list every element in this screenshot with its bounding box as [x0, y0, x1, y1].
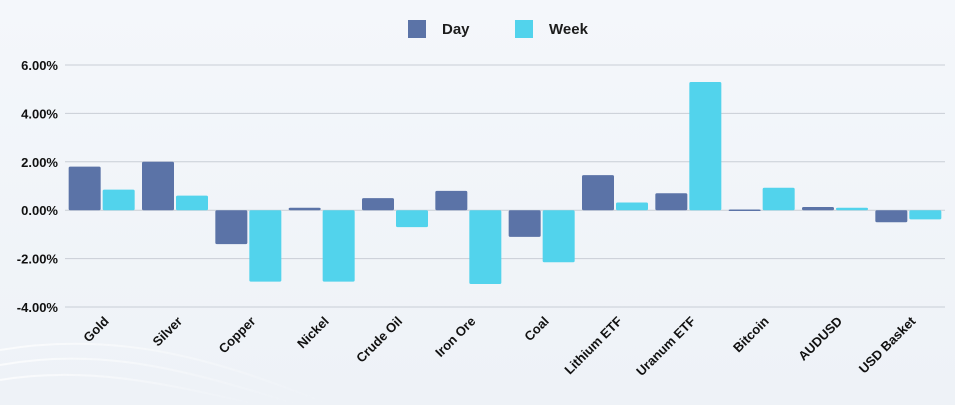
- bar-day: [655, 193, 688, 211]
- bar-week: [542, 210, 575, 263]
- legend-label-week: Week: [549, 21, 589, 38]
- y-tick-label: 6.00%: [21, 58, 58, 73]
- bar-day: [288, 207, 321, 211]
- legend-swatch-day: [408, 20, 426, 38]
- x-tick-label: AUDUSD: [795, 314, 845, 364]
- bar-day: [435, 190, 468, 211]
- bar-week: [176, 195, 208, 211]
- chart-legend: Day Week: [408, 20, 589, 38]
- bar-day: [215, 210, 248, 245]
- bar-day: [142, 161, 174, 211]
- x-tick-label: Silver: [149, 314, 185, 350]
- bar-week: [249, 210, 282, 282]
- legend-swatch-week: [515, 20, 533, 38]
- bar-week: [762, 187, 795, 211]
- x-tick-label: Copper: [216, 314, 259, 357]
- x-tick-label: USD Basket: [856, 313, 919, 376]
- bar-day: [875, 210, 908, 223]
- bar-day: [362, 198, 394, 211]
- bar-day: [508, 210, 541, 237]
- x-axis: Gold Silver Copper Nickel Crude Oil Iron Ore C…: [80, 313, 919, 379]
- gridlines: [65, 64, 945, 308]
- background-swirl: [0, 342, 331, 405]
- y-tick-label: 2.00%: [21, 155, 58, 170]
- bar-week: [909, 210, 942, 220]
- x-tick-label: Crude Oil: [353, 314, 405, 366]
- bar-week: [102, 189, 135, 211]
- y-tick-label: -4.00%: [17, 300, 59, 315]
- y-axis: 6.00% 4.00% 2.00% 0.00% -2.00% -4.00%: [17, 58, 59, 315]
- bar-week: [689, 81, 722, 211]
- bar-week: [836, 207, 868, 211]
- bar-week: [396, 210, 428, 228]
- bar-week: [616, 202, 648, 211]
- x-tick-label: Bitcoin: [730, 313, 772, 355]
- bars: [68, 81, 942, 285]
- x-tick-label: Lithium ETF: [561, 313, 625, 377]
- bar-day: [728, 209, 761, 211]
- bar-week: [322, 210, 355, 282]
- legend-label-day: Day: [442, 21, 470, 38]
- y-tick-label: 0.00%: [21, 203, 58, 218]
- x-tick-label: Gold: [80, 313, 112, 345]
- y-tick-label: -2.00%: [17, 252, 59, 267]
- y-tick-label: 4.00%: [21, 106, 58, 121]
- x-tick-label: Coal: [521, 314, 552, 345]
- x-tick-label: Nickel: [294, 314, 332, 352]
- bar-day: [68, 166, 101, 211]
- x-tick-label: Iron Ore: [432, 314, 478, 360]
- bar-day: [802, 207, 834, 211]
- bar-week: [469, 210, 502, 285]
- x-tick-label: Uranum ETF: [633, 313, 698, 378]
- bar-day: [582, 175, 614, 211]
